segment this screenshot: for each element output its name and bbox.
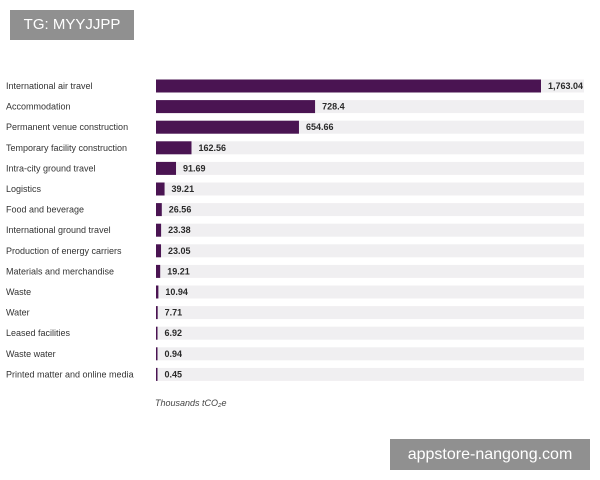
bar — [156, 203, 162, 217]
value-label: 23.05 — [168, 246, 191, 256]
bar — [156, 285, 159, 299]
value-label: 1,763.04 — [548, 81, 583, 91]
bar-track — [156, 182, 584, 196]
value-label: 23.38 — [168, 225, 191, 235]
category-label: Permanent venue construction — [6, 122, 128, 132]
category-label: International air travel — [6, 81, 93, 91]
bar — [156, 326, 158, 340]
value-label: 39.21 — [172, 184, 195, 194]
bar — [156, 141, 192, 155]
bar — [156, 120, 299, 134]
bar-track — [156, 285, 584, 299]
category-label: Printed matter and online media — [6, 369, 134, 379]
value-label: 654.66 — [306, 122, 334, 132]
bar-track — [156, 223, 584, 237]
value-label: 10.94 — [165, 287, 188, 297]
watermark-bottom-right: appstore-nangong.com — [390, 439, 590, 470]
bar — [156, 182, 165, 196]
bar — [156, 79, 541, 93]
bar-track — [156, 141, 584, 155]
bar-track — [156, 244, 584, 258]
bar — [156, 347, 158, 361]
value-label: 7.71 — [165, 308, 183, 318]
category-label: Production of energy carriers — [6, 246, 122, 256]
category-label: Waste — [6, 287, 31, 297]
bar — [156, 161, 177, 175]
bar — [156, 306, 158, 320]
value-label: 0.45 — [165, 369, 183, 379]
bar-track — [156, 306, 584, 320]
category-label: Food and beverage — [6, 205, 84, 215]
bar-track — [156, 264, 584, 278]
bar — [156, 264, 161, 278]
watermark-top-left: TG: MYYJJPP — [10, 10, 134, 40]
value-label: 162.56 — [198, 143, 226, 153]
bar — [156, 244, 162, 258]
bar-track — [156, 161, 584, 175]
category-label: International ground travel — [6, 225, 111, 235]
value-label: 728.4 — [322, 102, 345, 112]
bar — [156, 100, 316, 114]
bar — [156, 367, 158, 381]
x-axis-unit-label: Thousands tCO₂e — [155, 398, 227, 408]
category-label: Logistics — [6, 184, 42, 194]
category-label: Materials and merchandise — [6, 266, 114, 276]
bar-track — [156, 367, 584, 381]
value-label: 91.69 — [183, 163, 206, 173]
value-label: 26.56 — [169, 205, 192, 215]
category-label: Accommodation — [6, 102, 71, 112]
category-label: Water — [6, 308, 30, 318]
category-label: Waste water — [6, 349, 56, 359]
category-label: Temporary facility construction — [6, 143, 127, 153]
bar-track — [156, 347, 584, 361]
value-label: 0.94 — [165, 349, 183, 359]
bar-track — [156, 326, 584, 340]
category-label: Intra-city ground travel — [6, 163, 96, 173]
value-label: 19.21 — [167, 266, 190, 276]
bar — [156, 223, 162, 237]
category-label: Leased facilities — [6, 328, 71, 338]
bar-track — [156, 203, 584, 217]
value-label: 6.92 — [165, 328, 183, 338]
